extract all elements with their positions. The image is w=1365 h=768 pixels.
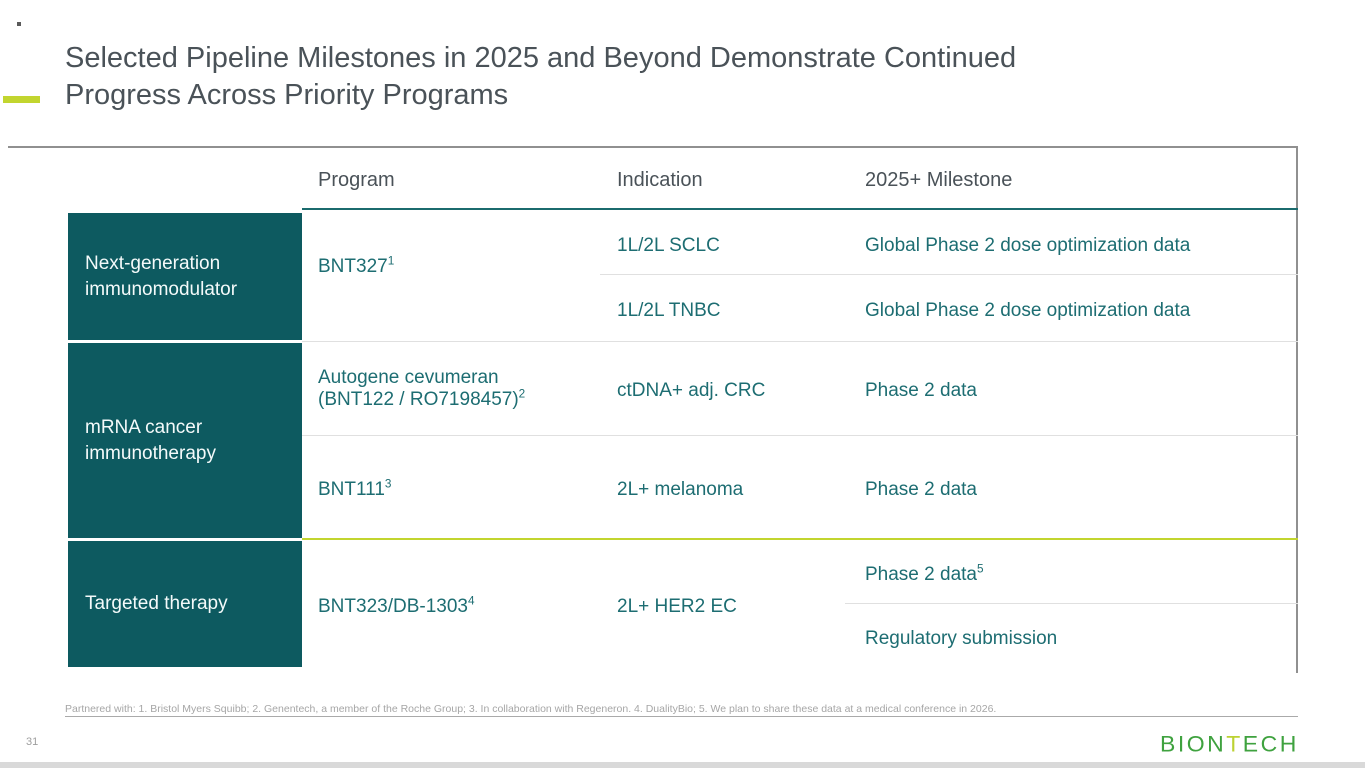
category-cell-mrna-cancer-immunotherapy: mRNA cancer immunotherapy xyxy=(68,343,302,538)
page-title-line2: Progress Across Priority Programs xyxy=(65,79,509,111)
category-label: Next-generation immunomodulator xyxy=(85,252,238,300)
bottom-edge-strip xyxy=(0,762,1365,768)
page-title-line1: Selected Pipeline Milestones in 2025 and… xyxy=(65,42,1017,74)
program-cell-bnt323: BNT323/DB-13034 xyxy=(318,594,475,618)
header-underline xyxy=(302,208,1298,210)
program-footnote-sup: 3 xyxy=(384,477,392,491)
program-name: BNT111 xyxy=(318,479,385,500)
indication-cell-crc: ctDNA+ adj. CRC xyxy=(617,380,766,401)
page-number: 31 xyxy=(26,736,39,748)
program-name-line2: (BNT122 / RO7198457)2 xyxy=(318,387,526,411)
program-name: BNT327 xyxy=(318,256,388,277)
category-cell-targeted-therapy: Targeted therapy xyxy=(68,541,302,667)
category-label: mRNA cancer immunotherapy xyxy=(85,416,216,464)
milestone-footnote-sup: 5 xyxy=(976,562,984,576)
row-divider xyxy=(302,435,1298,436)
program-name-line1: Autogene cevumeran xyxy=(318,367,499,388)
program-cell-bnt111: BNT1113 xyxy=(318,477,392,501)
program-footnote-sup: 4 xyxy=(467,594,475,608)
milestone-text: Regulatory submission xyxy=(865,628,1058,649)
program-footnote-sup: 2 xyxy=(518,387,526,401)
pipeline-table-frame xyxy=(8,146,1298,673)
footnote: Partnered with: 1. Bristol Myers Squibb;… xyxy=(65,703,997,715)
column-header-program: Program xyxy=(318,169,395,191)
page-title: Selected Pipeline Milestones in 2025 and… xyxy=(65,40,1305,114)
section-divider xyxy=(302,341,1298,342)
program-footnote-sup: 1 xyxy=(387,254,395,268)
row-divider xyxy=(600,274,1298,275)
category-label: Targeted therapy xyxy=(85,593,228,614)
program-cell-bnt327: BNT3271 xyxy=(318,254,395,278)
title-accent-bar xyxy=(3,96,40,103)
program-name: BNT323/DB-1303 xyxy=(318,596,468,617)
biontech-logo: BIONTECH xyxy=(1160,732,1299,758)
indication-cell-tnbc: 1L/2L TNBC xyxy=(617,300,721,321)
logo-text-ech: ECH xyxy=(1242,731,1299,757)
indication-cell-her2-ec: 2L+ HER2 EC xyxy=(617,596,737,617)
milestone-cell-crc: Phase 2 data xyxy=(865,380,977,401)
column-header-milestone: 2025+ Milestone xyxy=(865,169,1013,191)
indication-cell-melanoma: 2L+ melanoma xyxy=(617,479,744,500)
program-cell-autogene-cevumeran: Autogene cevumeran (BNT122 / RO7198457)2 xyxy=(318,367,525,411)
program-name-line2-text: (BNT122 / RO7198457) xyxy=(318,389,519,410)
milestone-cell-sclc: Global Phase 2 dose optimization data xyxy=(865,235,1191,256)
screen-artifact-dot xyxy=(17,22,21,26)
logo-text-bion: BION xyxy=(1160,731,1227,757)
footnote-divider xyxy=(65,716,1298,717)
milestone-text: Phase 2 data xyxy=(865,564,977,585)
column-header-indication: Indication xyxy=(617,169,703,191)
category-cell-next-generation-immunomodulator: Next-generation immunomodulator xyxy=(68,213,302,340)
milestone-cell-tnbc: Global Phase 2 dose optimization data xyxy=(865,300,1191,321)
row-divider xyxy=(845,603,1298,604)
milestone-cell-phase2-data: Phase 2 data5 xyxy=(865,562,984,586)
milestone-cell-melanoma: Phase 2 data xyxy=(865,479,977,500)
milestone-cell-regulatory-submission: Regulatory submission xyxy=(865,628,1057,650)
indication-cell-sclc: 1L/2L SCLC xyxy=(617,235,720,256)
logo-text-t: T xyxy=(1226,731,1243,757)
section-divider-lime xyxy=(302,538,1298,540)
